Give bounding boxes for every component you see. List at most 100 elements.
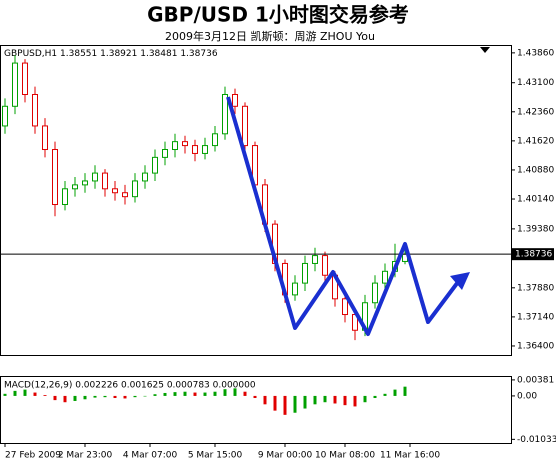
- macd-y-tick-label: 0.00381: [517, 375, 554, 385]
- macd-bar: [223, 389, 227, 396]
- annotation-arrow: [450, 272, 470, 290]
- candle-body: [62, 188, 68, 206]
- candle-body: [142, 172, 148, 182]
- candle-body: [192, 145, 198, 154]
- macd-bar: [143, 395, 147, 397]
- macd-bar: [393, 389, 397, 396]
- macd-bar: [163, 392, 167, 396]
- candle-body: [242, 105, 248, 147]
- candle-body: [82, 180, 88, 186]
- x-tick-label: 5 Mar 15:00: [188, 451, 243, 461]
- macd-bar: [403, 386, 407, 396]
- macd-bar: [133, 395, 137, 398]
- y-tick-label: 1.39380: [517, 224, 554, 234]
- macd-bar: [153, 394, 157, 396]
- current-price-box: [512, 248, 554, 261]
- y-tick-label: 1.40880: [517, 165, 554, 175]
- symbol: GBPUSD,H1: [4, 49, 57, 59]
- candle-body: [172, 141, 178, 151]
- macd-bar: [63, 395, 67, 403]
- macd-bar: [3, 393, 7, 396]
- candle-body: [72, 184, 78, 190]
- macd-bar: [253, 395, 257, 399]
- macd-bar: [193, 392, 197, 396]
- macd-bar: [103, 395, 107, 398]
- candle-body: [202, 145, 208, 154]
- current-price-label: 1.38736: [515, 250, 552, 260]
- macd-panel: [0, 376, 512, 444]
- macd-bar: [283, 395, 287, 415]
- candle-body: [132, 180, 138, 198]
- low-value: 1.38481: [140, 49, 177, 59]
- macd-bar: [183, 391, 187, 396]
- x-tick-label: 10 Mar 08:00: [315, 451, 375, 461]
- candle-body: [102, 172, 108, 190]
- macd-bar: [373, 395, 377, 399]
- candle-body: [312, 255, 318, 264]
- macd-bar: [173, 392, 177, 396]
- chart-header: GBPUSD,H1 1.38551 1.38921 1.38481 1.3873…: [4, 49, 218, 59]
- candle-body: [182, 141, 188, 147]
- y-tick-label: 1.37140: [517, 312, 554, 322]
- y-tick-label: 1.43100: [517, 78, 554, 88]
- macd-bar: [113, 395, 117, 399]
- annotation-path: [226, 96, 460, 336]
- price-panel: [0, 45, 512, 356]
- candle-body: [32, 94, 38, 127]
- macd-bar: [83, 395, 87, 400]
- open-value: 1.38551: [60, 49, 97, 59]
- candle-body: [322, 255, 328, 276]
- macd-bar: [203, 392, 207, 396]
- macd-bar: [343, 395, 347, 406]
- x-tick-label: 4 Mar 07:00: [123, 451, 178, 461]
- candle-body: [22, 62, 28, 96]
- macd-bar: [233, 388, 237, 396]
- macd-bar: [303, 395, 307, 409]
- candle-body: [342, 298, 348, 316]
- candle-body: [42, 125, 48, 151]
- macd-bar: [243, 391, 247, 396]
- candle-body: [12, 62, 18, 107]
- high-value: 1.38921: [100, 49, 137, 59]
- candle-body: [52, 149, 58, 206]
- candle-body: [92, 172, 98, 182]
- y-tick-label: 1.40140: [517, 195, 554, 205]
- candle-body: [162, 149, 168, 158]
- candle-body: [232, 94, 238, 107]
- macd-bar: [293, 395, 297, 413]
- macd-bar: [313, 395, 317, 405]
- macd-bar: [93, 395, 97, 398]
- close-value: 1.38736: [180, 49, 217, 59]
- candle-body: [292, 282, 298, 296]
- macd-bar: [23, 389, 27, 396]
- macd-bar: [263, 395, 267, 405]
- x-tick-label: 2 Mar 23:00: [58, 451, 113, 461]
- candle-body: [382, 270, 388, 284]
- candle-body: [212, 133, 218, 147]
- macd-label: MACD(12,26,9) 0.002226 0.001625 0.000783…: [4, 381, 256, 391]
- macd-bar: [73, 395, 77, 401]
- macd-bar: [273, 395, 277, 411]
- x-tick-label: 9 Mar 00:00: [258, 451, 313, 461]
- macd-bar: [383, 393, 387, 396]
- chart-subtitle: 2009年3月12日 凯斯顿：周游 ZHOU You: [165, 29, 375, 43]
- y-tick-label: 1.41620: [517, 136, 554, 146]
- macd-bar: [353, 395, 357, 407]
- macd-bar: [53, 395, 57, 401]
- macd-bar: [323, 395, 327, 403]
- macd-bar: [123, 395, 127, 399]
- candle-body: [302, 262, 308, 284]
- y-tick-label: 1.36400: [517, 341, 554, 351]
- macd-bar: [43, 395, 47, 396]
- chart-title: GBP/USD 1小时图交易参考: [147, 3, 409, 27]
- y-tick-label: 1.37880: [517, 283, 554, 293]
- y-tick-label: 1.42360: [517, 107, 554, 117]
- macd-bar: [213, 391, 217, 396]
- candle-body: [152, 156, 158, 174]
- x-tick-label: 11 Mar 16:00: [380, 451, 440, 461]
- x-tick-label: 27 Feb 2009: [5, 451, 61, 461]
- macd-bar: [13, 390, 17, 396]
- macd-bar: [363, 395, 367, 403]
- shift-marker: [480, 47, 490, 53]
